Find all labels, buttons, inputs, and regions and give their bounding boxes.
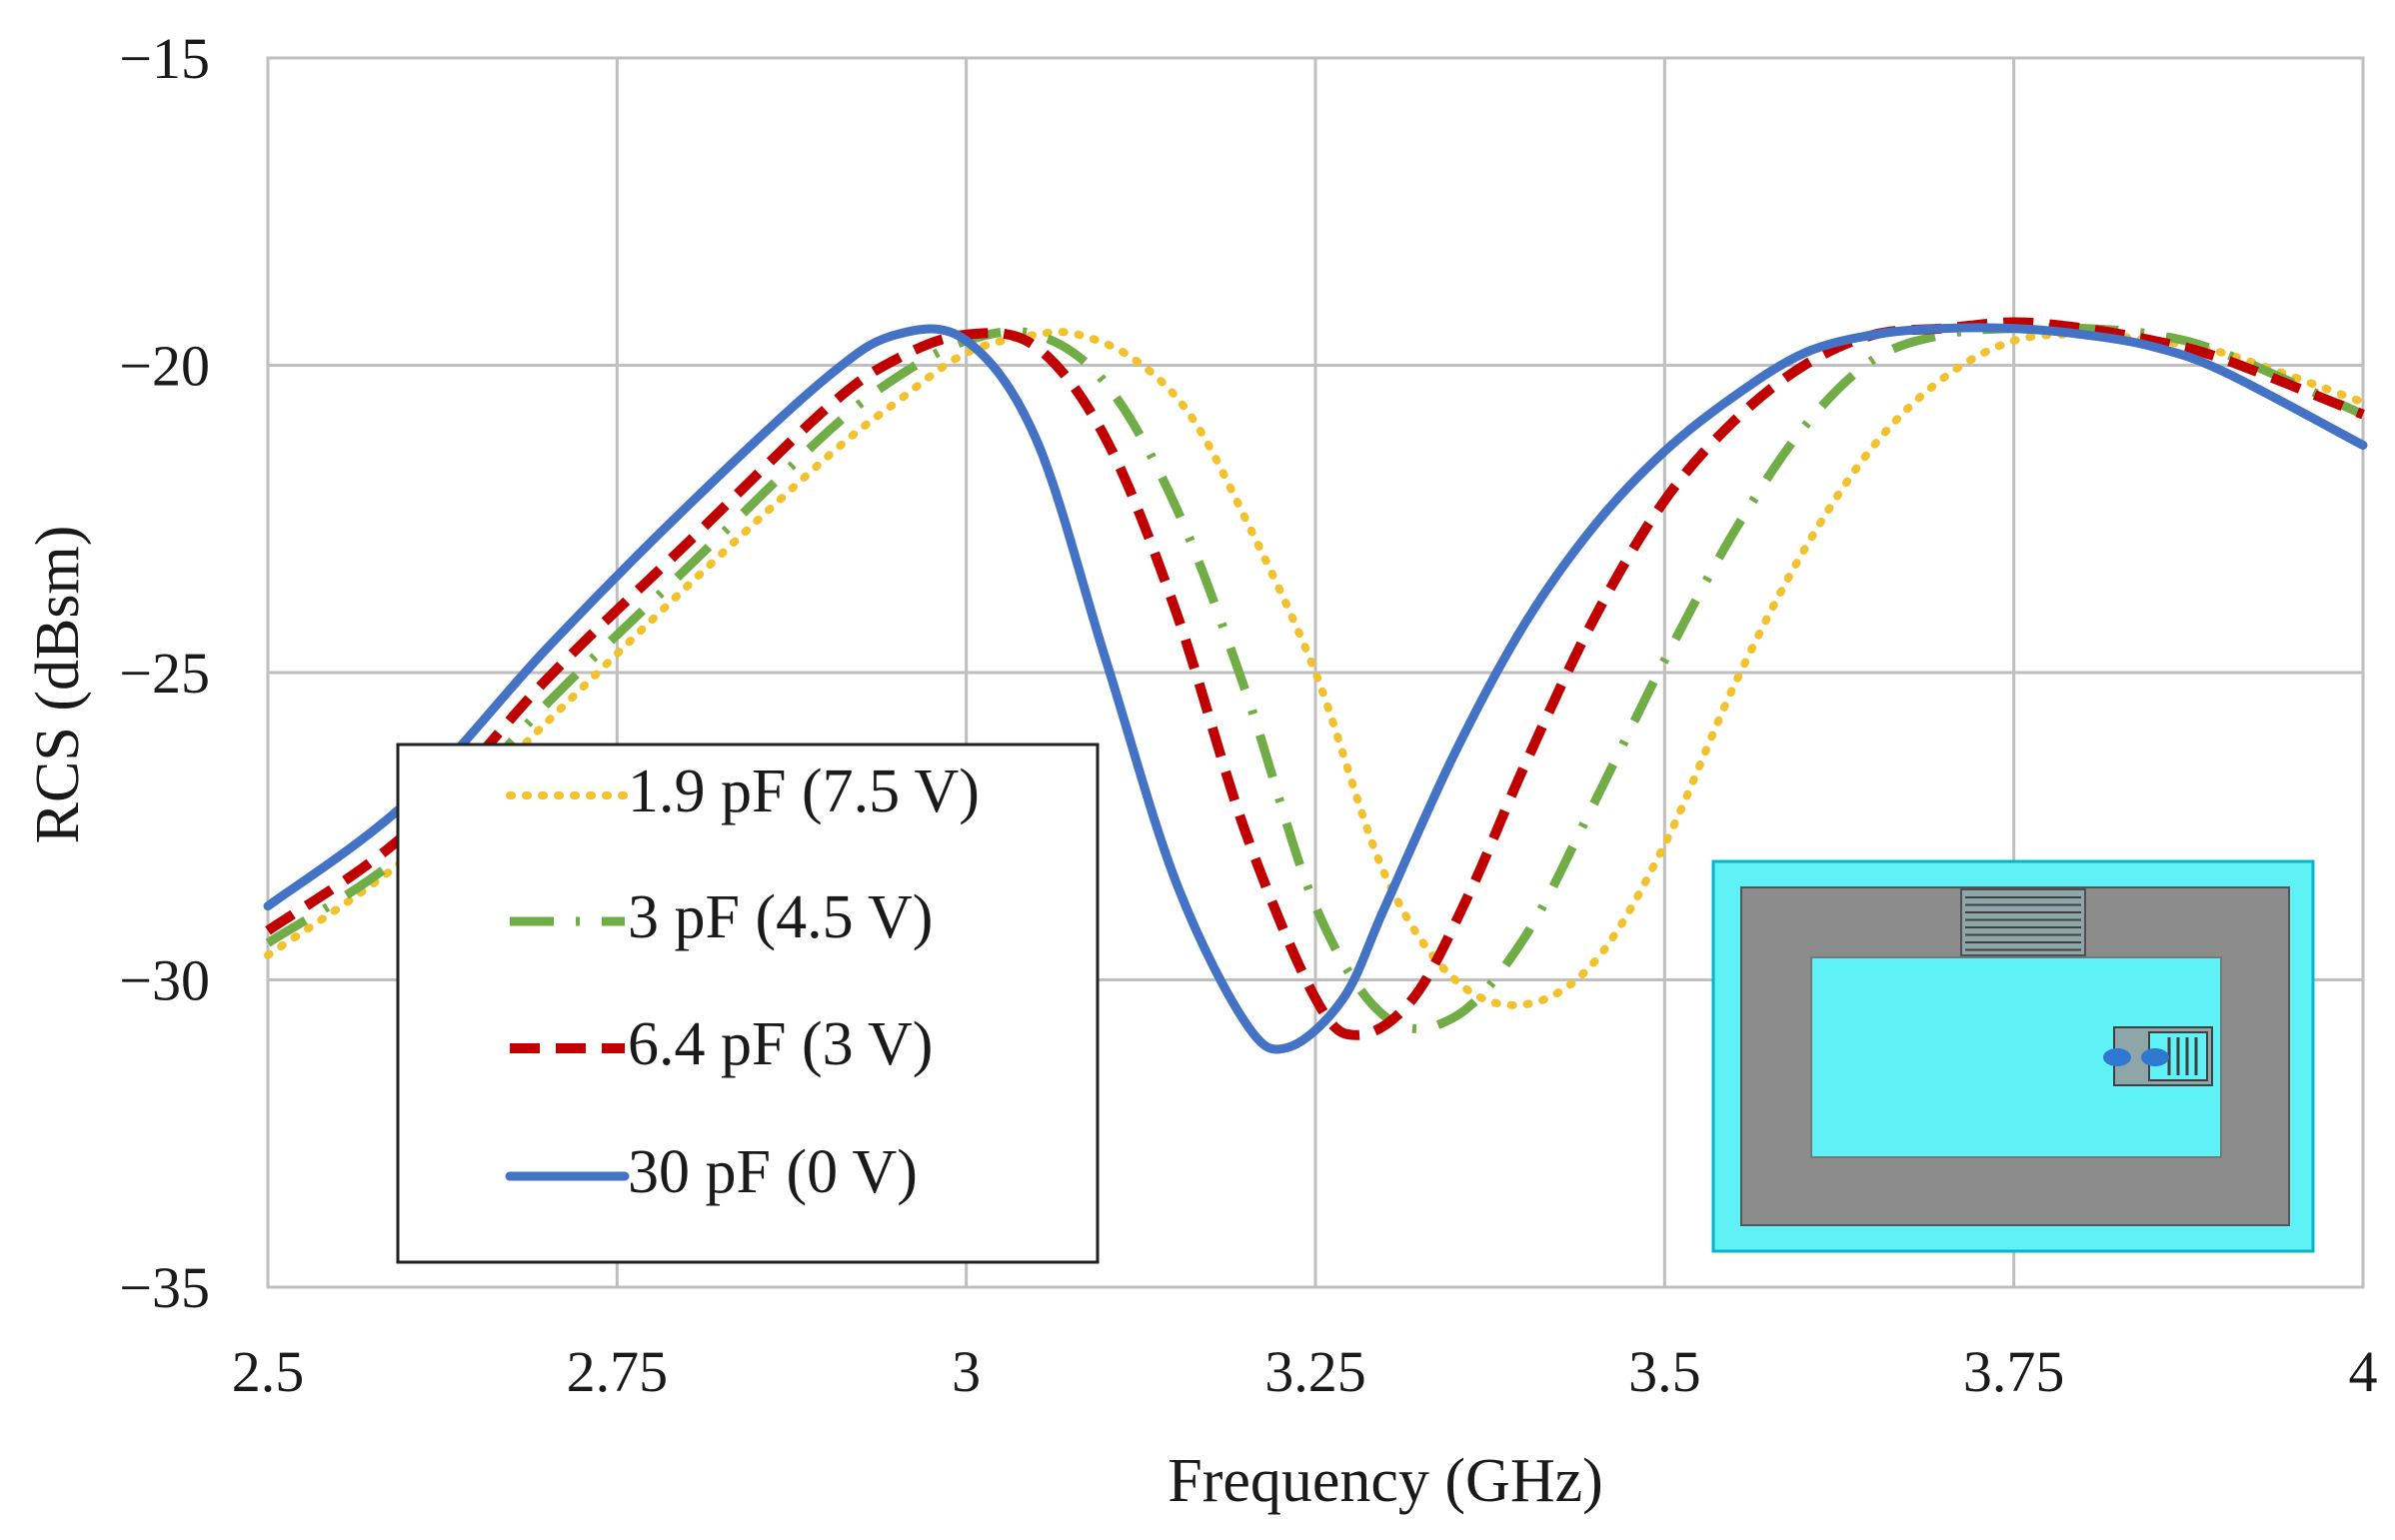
series-line-0: [264, 328, 2367, 1009]
x-tick-labels: 2.5 2.75 3 3.25 3.5 3.75 4: [232, 1339, 2378, 1404]
inset-structure-image: [1711, 859, 2315, 1253]
y-tick-label: −35: [119, 1255, 210, 1320]
x-tick-label: 3.25: [1264, 1339, 1366, 1404]
inset-interdigital-comb: [1960, 888, 2086, 956]
x-axis-title: Frequency (GHz): [1168, 1447, 1603, 1515]
legend-label: 3 pF (4.5 V): [628, 883, 933, 951]
legend-label: 6.4 pF (3 V): [628, 1010, 933, 1078]
y-tick-labels: −15 −20 −25 −30 −35: [119, 26, 210, 1320]
x-tick-label: 2.5: [232, 1339, 305, 1404]
y-axis-title: RCS (dBsm): [24, 526, 92, 844]
legend-label: 1.9 pF (7.5 V): [628, 758, 980, 825]
series-line-2: [265, 317, 2365, 1040]
legend: 1.9 pF (7.5 V) 3 pF (4.5 V) 6.4 pF (3 V) 30…: [396, 743, 1100, 1264]
x-tick-label: 3.75: [1963, 1339, 2065, 1404]
y-tick-label: −20: [119, 334, 210, 399]
inset-varactor-fingers: [2167, 1037, 2198, 1075]
x-tick-label: 2.75: [567, 1339, 669, 1404]
x-tick-label: 4: [2349, 1339, 2378, 1404]
inset-comb-box: [1960, 888, 2086, 956]
series-lines: [263, 317, 2368, 1054]
inset-lobe-right: [2141, 1048, 2169, 1066]
x-tick-label: 3: [952, 1339, 981, 1404]
plot-frame: [266, 56, 2365, 1289]
y-tick-label: −30: [119, 948, 210, 1013]
legend-label: 30 pF (0 V): [628, 1138, 918, 1206]
series-line-3: [263, 323, 2368, 1054]
inset-lobe-left: [2103, 1048, 2131, 1066]
y-tick-label: −15: [119, 26, 210, 91]
x-tick-label: 3.5: [1628, 1339, 1701, 1404]
y-tick-label: −25: [119, 641, 210, 706]
